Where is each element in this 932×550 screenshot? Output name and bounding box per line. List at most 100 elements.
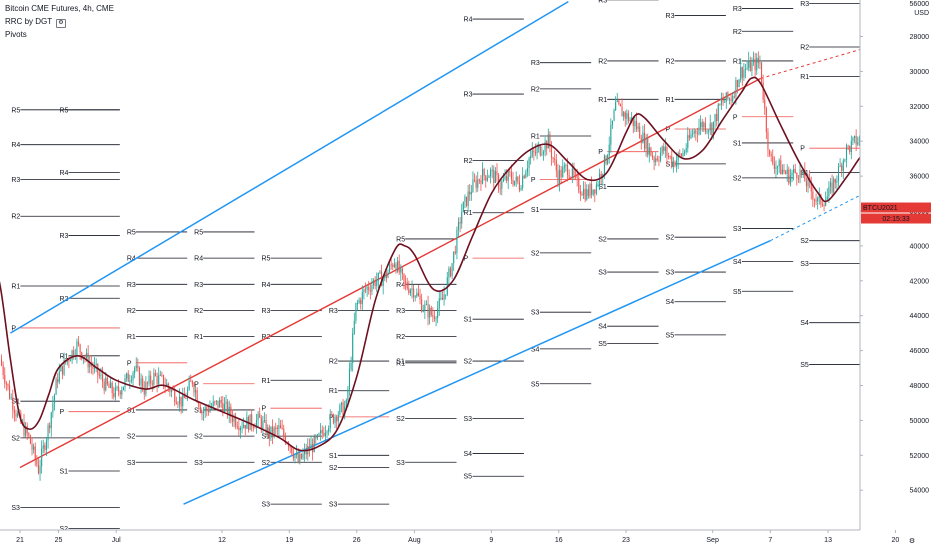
candle[interactable]	[268, 424, 270, 447]
candle[interactable]	[789, 168, 791, 187]
candle[interactable]	[377, 272, 379, 288]
candle[interactable]	[480, 175, 482, 191]
candle[interactable]	[825, 191, 827, 207]
candle[interactable]	[562, 159, 564, 178]
candle[interactable]	[618, 98, 620, 106]
candle[interactable]	[212, 395, 214, 409]
candle[interactable]	[744, 63, 747, 79]
candle[interactable]	[236, 421, 238, 430]
candle[interactable]	[467, 185, 469, 212]
candle[interactable]	[645, 134, 647, 157]
candle[interactable]	[725, 92, 727, 109]
candle[interactable]	[180, 396, 182, 414]
candle[interactable]	[780, 155, 782, 175]
candle[interactable]	[623, 111, 625, 121]
candle[interactable]	[817, 196, 819, 210]
candle[interactable]	[350, 356, 352, 372]
candle[interactable]	[369, 283, 371, 300]
candle[interactable]	[457, 217, 460, 238]
indicator-rrc[interactable]: RRC by DGT ⚙	[5, 17, 66, 28]
candle[interactable]	[584, 181, 586, 203]
candle[interactable]	[619, 103, 622, 107]
candle[interactable]	[488, 174, 490, 178]
candle[interactable]	[592, 189, 594, 197]
candle[interactable]	[1, 354, 3, 367]
candle[interactable]	[364, 282, 367, 294]
candle[interactable]	[634, 115, 636, 132]
candle[interactable]	[403, 273, 405, 290]
candle[interactable]	[162, 374, 165, 390]
candle[interactable]	[47, 423, 49, 449]
candle[interactable]	[570, 176, 572, 180]
candle[interactable]	[87, 345, 89, 374]
candle[interactable]	[329, 409, 331, 433]
candle[interactable]	[316, 433, 318, 441]
candle[interactable]	[833, 176, 835, 196]
candle[interactable]	[429, 304, 431, 325]
candle[interactable]	[785, 170, 787, 175]
candle[interactable]	[453, 251, 455, 271]
candle[interactable]	[281, 419, 283, 430]
candle[interactable]	[204, 404, 206, 418]
candle[interactable]	[37, 458, 39, 475]
candle[interactable]	[608, 136, 610, 164]
candle[interactable]	[812, 183, 814, 207]
candle[interactable]	[595, 181, 597, 196]
candle[interactable]	[799, 162, 801, 184]
candle[interactable]	[421, 293, 423, 313]
candle[interactable]	[666, 145, 668, 165]
candle[interactable]	[829, 178, 832, 194]
candle[interactable]	[454, 245, 456, 255]
candle[interactable]	[228, 400, 230, 423]
candle[interactable]	[130, 375, 132, 384]
candle[interactable]	[203, 406, 205, 421]
candle[interactable]	[39, 459, 41, 481]
candle[interactable]	[781, 164, 783, 175]
candle[interactable]	[475, 175, 477, 193]
candle[interactable]	[398, 254, 400, 275]
candle[interactable]	[279, 420, 282, 429]
candle[interactable]	[10, 393, 12, 400]
candle[interactable]	[182, 387, 184, 413]
settings-icon[interactable]: ⚙	[56, 19, 66, 28]
candle[interactable]	[215, 400, 217, 406]
candle[interactable]	[538, 141, 540, 153]
candle[interactable]	[119, 390, 121, 399]
candle[interactable]	[810, 176, 812, 200]
candle[interactable]	[754, 52, 756, 79]
candle[interactable]	[332, 413, 335, 425]
candle[interactable]	[102, 366, 104, 389]
candle[interactable]	[716, 108, 718, 127]
candle[interactable]	[496, 163, 498, 182]
candle[interactable]	[31, 437, 33, 456]
candle[interactable]	[360, 297, 362, 310]
candle[interactable]	[296, 445, 298, 459]
candle[interactable]	[685, 143, 687, 155]
candle[interactable]	[667, 152, 670, 160]
candle[interactable]	[249, 414, 251, 431]
candle[interactable]	[658, 155, 660, 167]
candle[interactable]	[470, 185, 472, 201]
candle[interactable]	[260, 414, 262, 433]
candle[interactable]	[110, 378, 112, 389]
candle[interactable]	[154, 369, 157, 377]
candle[interactable]	[836, 175, 838, 192]
candle[interactable]	[227, 399, 229, 419]
candle[interactable]	[473, 173, 476, 183]
candle[interactable]	[788, 166, 790, 186]
candle[interactable]	[775, 160, 777, 178]
candle[interactable]	[741, 66, 743, 87]
candle[interactable]	[238, 418, 240, 436]
candle[interactable]	[624, 110, 626, 127]
candle[interactable]	[433, 310, 436, 322]
candle[interactable]	[727, 91, 729, 101]
candle[interactable]	[777, 165, 779, 175]
candle[interactable]	[310, 435, 312, 451]
candle[interactable]	[195, 385, 197, 401]
candle[interactable]	[642, 125, 644, 144]
candle[interactable]	[704, 117, 706, 135]
candle[interactable]	[405, 275, 407, 291]
candle[interactable]	[518, 174, 520, 193]
candle[interactable]	[419, 288, 421, 305]
